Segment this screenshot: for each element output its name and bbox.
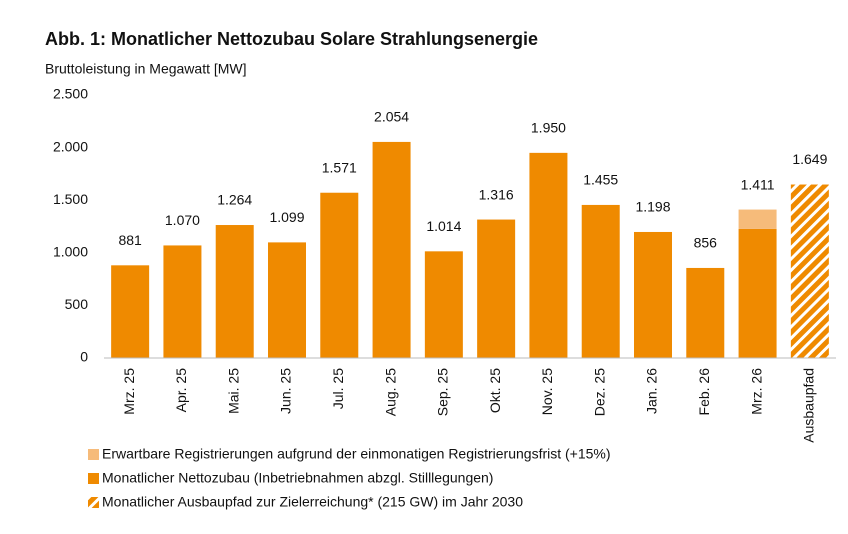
x-tick-label: Mrz. 26 bbox=[748, 368, 764, 415]
bar bbox=[111, 265, 150, 358]
x-tick-label: Aug. 25 bbox=[382, 368, 398, 416]
bar bbox=[424, 251, 463, 358]
bar bbox=[634, 231, 672, 358]
chart-title: Abb. 1: Monatlicher Nettozubau Solare St… bbox=[45, 29, 538, 49]
x-tick-label: Sep. 25 bbox=[435, 368, 451, 416]
bar bbox=[529, 152, 568, 358]
data-label: 2.054 bbox=[374, 109, 409, 125]
x-tick-label: Mai. 25 bbox=[225, 368, 241, 414]
x-tick-label: Feb. 26 bbox=[696, 368, 712, 416]
legend-label: Monatlicher Ausbaupfad zur Zielerreichun… bbox=[102, 494, 523, 510]
legend-label: Monatlicher Nettozubau (Inbetriebnahmen … bbox=[102, 470, 493, 486]
bar bbox=[738, 228, 777, 358]
y-tick-label: 500 bbox=[65, 296, 89, 312]
bar bbox=[215, 225, 254, 358]
data-label: 1.014 bbox=[426, 218, 461, 234]
data-label: 1.264 bbox=[217, 192, 252, 208]
bar bbox=[686, 267, 725, 358]
y-tick-label: 1.500 bbox=[53, 191, 88, 207]
data-label: 1.070 bbox=[165, 212, 200, 228]
y-tick-label: 2.500 bbox=[53, 86, 88, 102]
x-tick-label: Apr. 25 bbox=[173, 368, 189, 413]
y-tick-label: 0 bbox=[80, 349, 88, 365]
x-tick-label: Okt. 25 bbox=[487, 368, 503, 413]
x-tick-label: Dez. 25 bbox=[591, 368, 607, 416]
bar bbox=[738, 209, 777, 229]
x-tick-label: Ausbaupfad bbox=[801, 368, 817, 443]
bar bbox=[477, 219, 516, 358]
bar bbox=[268, 242, 306, 358]
data-label: 1.950 bbox=[531, 120, 566, 136]
legend-label: Erwartbare Registrierungen aufgrund der … bbox=[102, 446, 611, 462]
data-label: 1.316 bbox=[479, 186, 514, 202]
x-tick-label: Mrz. 25 bbox=[121, 368, 137, 415]
data-label: 856 bbox=[694, 235, 718, 251]
data-label: 1.455 bbox=[583, 172, 618, 188]
legend-swatch bbox=[88, 473, 99, 484]
data-label: 1.649 bbox=[792, 151, 827, 167]
x-tick-label: Nov. 25 bbox=[539, 368, 555, 415]
chart-subtitle: Bruttoleistung in Megawatt [MW] bbox=[45, 61, 247, 77]
legend-swatch bbox=[88, 449, 99, 460]
data-label: 1.411 bbox=[741, 176, 775, 192]
data-label: 1.198 bbox=[635, 199, 670, 215]
data-label: 881 bbox=[118, 232, 142, 248]
y-tick-label: 2.000 bbox=[53, 138, 88, 154]
legend-swatch bbox=[88, 497, 99, 508]
x-tick-label: Jul. 25 bbox=[330, 368, 346, 409]
bar bbox=[163, 245, 202, 358]
bar bbox=[581, 204, 620, 358]
x-tick-label: Jun. 25 bbox=[278, 368, 294, 414]
x-tick-label: Jan. 26 bbox=[644, 368, 660, 414]
data-label: 1.099 bbox=[269, 209, 304, 225]
bar bbox=[790, 184, 829, 358]
data-label: 1.571 bbox=[322, 159, 357, 175]
bar bbox=[320, 192, 359, 358]
y-tick-label: 1.000 bbox=[53, 244, 88, 260]
bar bbox=[372, 141, 411, 358]
